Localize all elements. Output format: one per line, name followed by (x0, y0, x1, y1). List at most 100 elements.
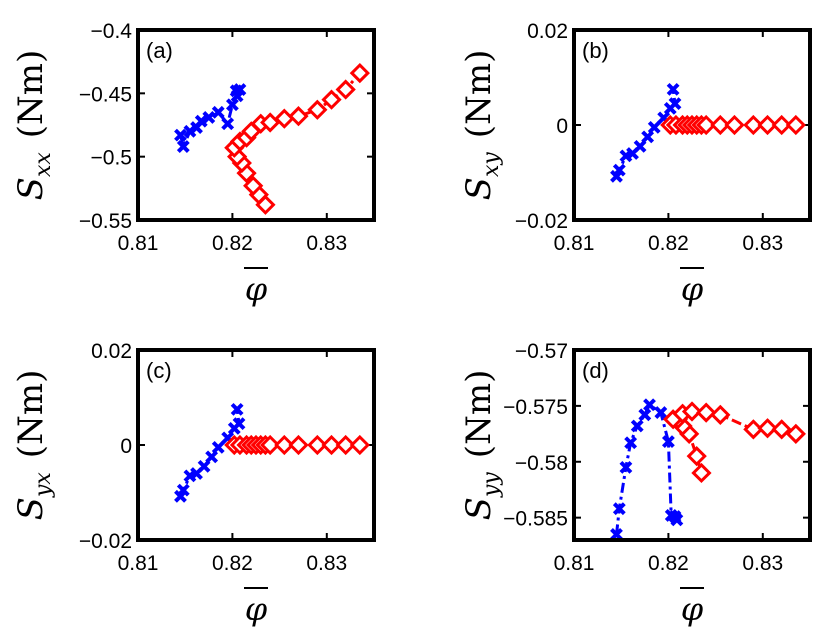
x-tick-label: 0.81 (554, 552, 595, 575)
y-label-symbol: S (11, 497, 51, 520)
data-point-red (771, 114, 792, 136)
y-tick-label: −0.585 (503, 508, 568, 531)
data-point-red (710, 114, 731, 136)
data-point-blue (633, 139, 647, 153)
axes-frame (572, 348, 812, 542)
data-point-red (260, 434, 281, 456)
data-point-red (785, 114, 806, 136)
y-tick-label: 0 (556, 115, 568, 138)
y-label-symbol: S (459, 177, 499, 200)
y-label-subscript: xy (479, 152, 504, 177)
y-axis-label: Syy (Nm) (459, 370, 504, 521)
data-point-red (743, 114, 764, 136)
data-point-blue (225, 98, 239, 112)
data-point-blue (624, 436, 638, 450)
x-tick-label: 0.81 (118, 232, 159, 255)
data-point-blue (668, 97, 682, 111)
data-point-blue (612, 163, 626, 177)
y-tick-label: −0.02 (515, 210, 568, 233)
data-point-red (243, 175, 264, 196)
y-label-subscript: xx (31, 152, 56, 177)
data-point-blue (612, 502, 626, 516)
y-label-unit: (Nm) (459, 50, 499, 139)
y-tick-label: −0.02 (79, 530, 132, 553)
axes-frame (136, 348, 376, 542)
data-point-blue (194, 114, 208, 128)
y-tick-label: 0 (120, 435, 132, 458)
data-point-blue (197, 459, 211, 473)
x-tick-label: 0.83 (742, 552, 783, 575)
data-point-red (771, 419, 792, 440)
x-axis-label: φ (245, 270, 268, 308)
data-point-blue (211, 105, 225, 119)
plot-area (610, 398, 806, 540)
data-point-red (696, 402, 717, 423)
data-point-red (349, 62, 370, 84)
data-point-red (691, 462, 712, 484)
data-point-red (307, 99, 328, 120)
y-label-subscript: yx (31, 472, 56, 498)
y-label-unit: (Nm) (11, 50, 51, 139)
panel-label: (c) (146, 358, 172, 383)
x-tick-label: 0.83 (742, 232, 783, 255)
data-point-blue (643, 398, 656, 412)
x-tick-label: 0.83 (306, 552, 347, 575)
data-point-blue (654, 406, 668, 420)
y-tick-label: 0.02 (91, 340, 132, 363)
data-point-red (335, 434, 356, 456)
data-point-red (757, 114, 778, 136)
y-label-unit: (Nm) (459, 370, 499, 459)
x-tick-label: 0.83 (306, 232, 347, 255)
data-point-blue (638, 408, 652, 422)
data-point-blue (202, 110, 216, 124)
x-tick-label: 0.82 (212, 232, 253, 255)
data-point-red (785, 423, 806, 444)
x-tick-label: 0.81 (118, 552, 159, 575)
y-axis-label: Sxx (Nm) (11, 50, 56, 201)
y-label-subscript: yy (479, 472, 504, 498)
data-point-blue (230, 402, 244, 416)
y-tick-label: −0.575 (503, 396, 568, 419)
data-point-red (686, 446, 707, 467)
axes-frame (572, 28, 812, 222)
data-point-red (321, 89, 342, 110)
y-axis-label: Syx (Nm) (11, 370, 56, 521)
data-point-blue (176, 483, 190, 497)
data-point-red (757, 418, 778, 439)
data-point-red (288, 106, 309, 127)
axes-frame (136, 28, 376, 222)
y-label-unit: (Nm) (11, 370, 51, 459)
data-point-blue (211, 440, 225, 454)
x-axis-label: φ (245, 590, 268, 628)
data-point-red (724, 114, 745, 136)
data-point-red (274, 108, 295, 129)
data-point-blue (619, 460, 633, 474)
plot-area (174, 62, 370, 215)
panel-label: (b) (582, 38, 609, 63)
plot-area (610, 82, 806, 183)
data-point-red (335, 79, 356, 100)
plot-area (174, 402, 370, 503)
x-tick-label: 0.82 (212, 552, 253, 575)
x-tick-label: 0.82 (648, 232, 689, 255)
data-point-red (710, 404, 731, 425)
y-tick-label: −0.58 (515, 452, 568, 475)
data-point-blue (174, 128, 187, 142)
panel-a: −0.55 −0.5 −0.45 −0.4 0.81 0.82 0.83 (a) Sxx (Nm)… (11, 20, 376, 308)
data-point-blue (221, 117, 235, 131)
data-point-blue (610, 527, 623, 540)
data-point-red (349, 434, 370, 456)
data-point-red (681, 401, 703, 422)
data-point-red (307, 434, 328, 456)
data-point-red (321, 434, 342, 456)
y-label-symbol: S (459, 497, 499, 520)
data-point-blue (229, 84, 243, 98)
y-tick-label: −0.55 (79, 210, 132, 233)
data-point-blue (205, 450, 219, 464)
y-tick-label: −0.45 (79, 83, 132, 106)
data-point-blue (630, 419, 644, 433)
data-point-blue (661, 435, 675, 449)
y-tick-label: −0.4 (91, 20, 133, 43)
panel-d: −0.585 −0.58 −0.575 −0.57 0.81 0.82 0.83 (d) Syy… (459, 340, 812, 628)
